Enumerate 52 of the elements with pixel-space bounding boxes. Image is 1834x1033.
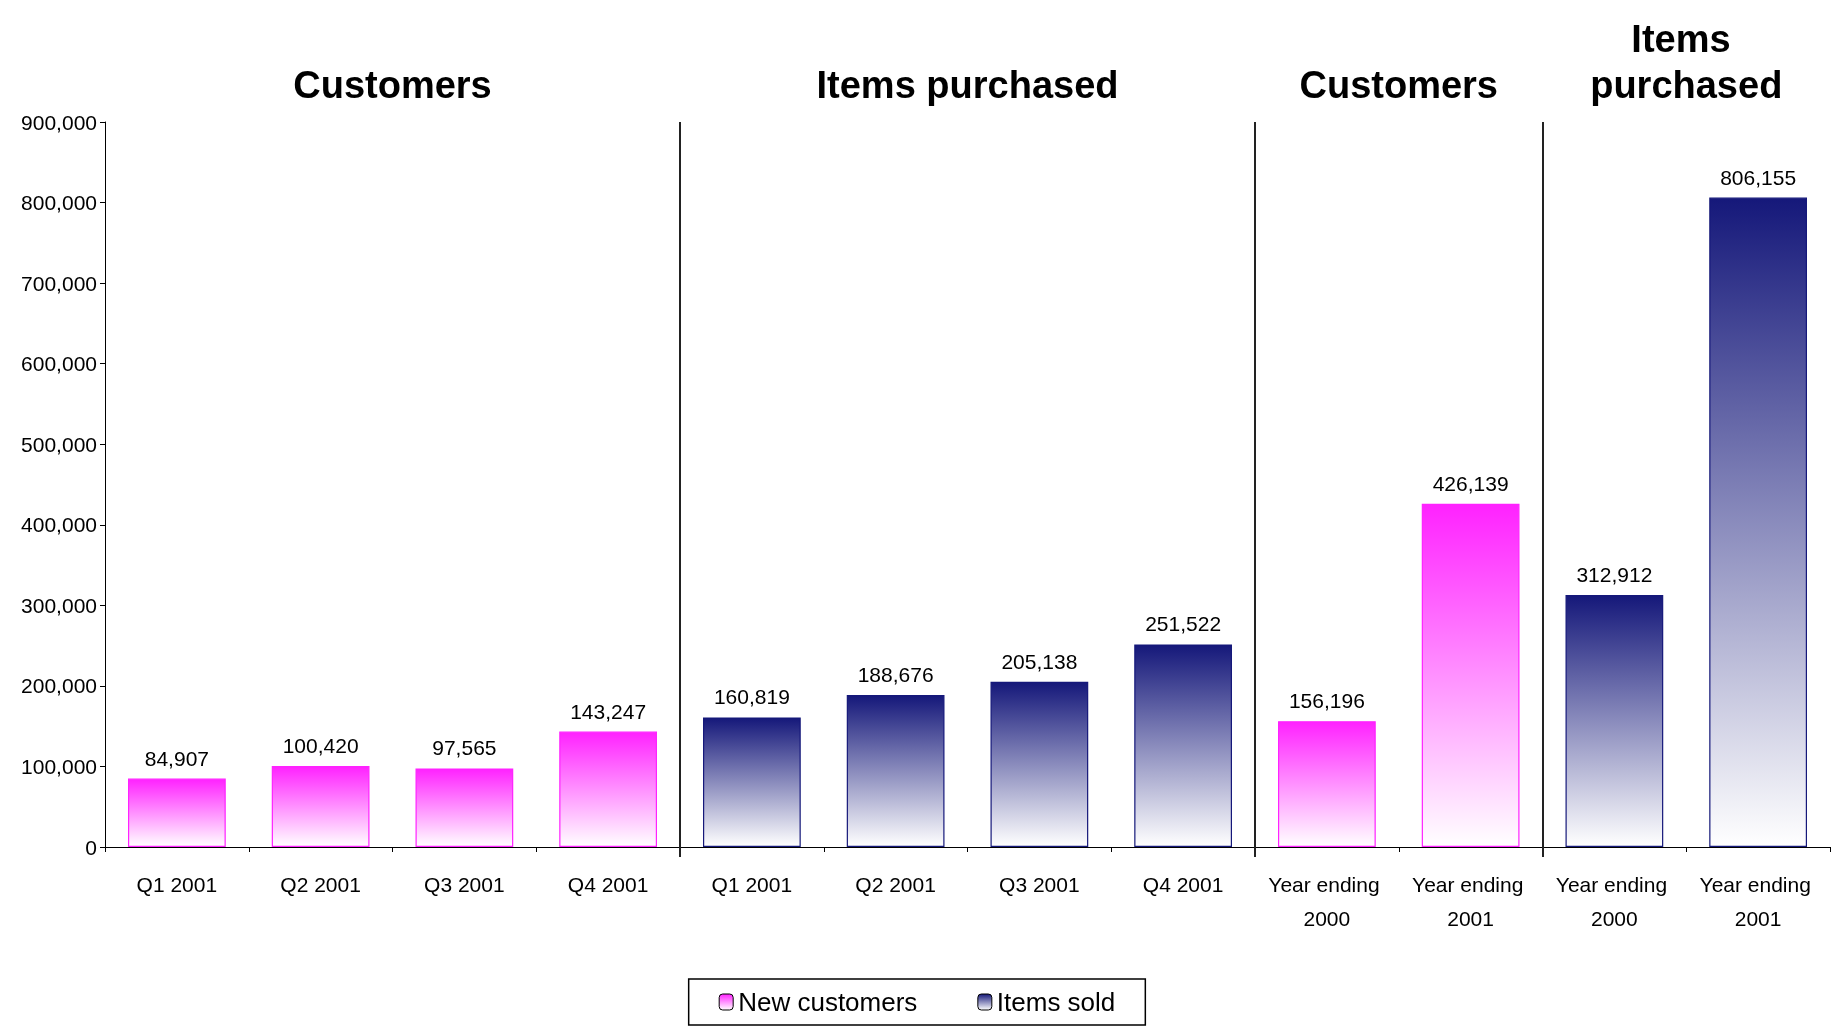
y-tick-label: 900,000 (21, 110, 97, 134)
y-tick-label: 600,000 (21, 352, 97, 376)
bar (703, 717, 801, 847)
data-label: 160,819 (713, 685, 790, 709)
data-label: 97,565 (432, 736, 497, 760)
bar (1421, 503, 1520, 847)
data-label: 806,155 (1720, 165, 1797, 189)
data-label: 84,907 (144, 746, 209, 770)
data-label: 251,522 (1145, 612, 1222, 636)
y-tick-label: 400,000 (21, 513, 97, 537)
text: Items purchased (1590, 18, 1783, 106)
bar (1709, 197, 1807, 847)
y-tick-label: 300,000 (21, 593, 97, 617)
bar (128, 778, 226, 847)
bar (846, 695, 945, 847)
x-tick-label: Q1 2001 (136, 872, 218, 896)
bar (559, 731, 657, 847)
x-tick-label: Q3 2001 (424, 872, 505, 896)
bar (271, 766, 370, 847)
x-tick-label: Q1 2001 (711, 872, 793, 896)
bar (1565, 594, 1664, 847)
text: Items purchased (816, 64, 1119, 106)
data-label: 205,138 (1001, 649, 1078, 673)
x-tick-label: Q3 2001 (999, 872, 1080, 896)
data-label: 143,247 (570, 699, 647, 723)
y-tick-label: 200,000 (21, 674, 97, 698)
bar (415, 768, 514, 847)
y-tick-label: 0 (85, 835, 97, 859)
x-tick-label: Q2 2001 (280, 872, 361, 896)
x-tick-label: Q2 2001 (855, 872, 936, 896)
data-label: 100,420 (282, 734, 359, 758)
text: Customers (1299, 64, 1498, 106)
data-label: 156,196 (1288, 689, 1365, 713)
y-tick-label: 100,000 (21, 754, 97, 778)
data-label: 312,912 (1576, 562, 1653, 586)
y-tick-label: 700,000 (21, 271, 97, 295)
bar (1134, 644, 1232, 847)
y-tick-label: 800,000 (21, 191, 97, 215)
legend-label: Items sold (996, 987, 1116, 1017)
x-tick-label: Year ending 2000 (1268, 872, 1386, 930)
data-label: 188,676 (857, 663, 934, 687)
data-label: 426,139 (1432, 471, 1509, 495)
text: Customers (293, 64, 492, 106)
x-tick-label: Year ending 2000 (1555, 872, 1673, 930)
y-tick-label: 500,000 (21, 432, 97, 456)
x-tick-label: Q4 2001 (1142, 872, 1224, 896)
legend-label: New customers (738, 987, 918, 1017)
x-tick-label: Year ending 2001 (1412, 872, 1530, 930)
x-tick-label: Year ending 2001 (1699, 872, 1817, 930)
bar (990, 681, 1089, 847)
x-tick-label: Q4 2001 (567, 872, 649, 896)
bar (1278, 721, 1376, 847)
